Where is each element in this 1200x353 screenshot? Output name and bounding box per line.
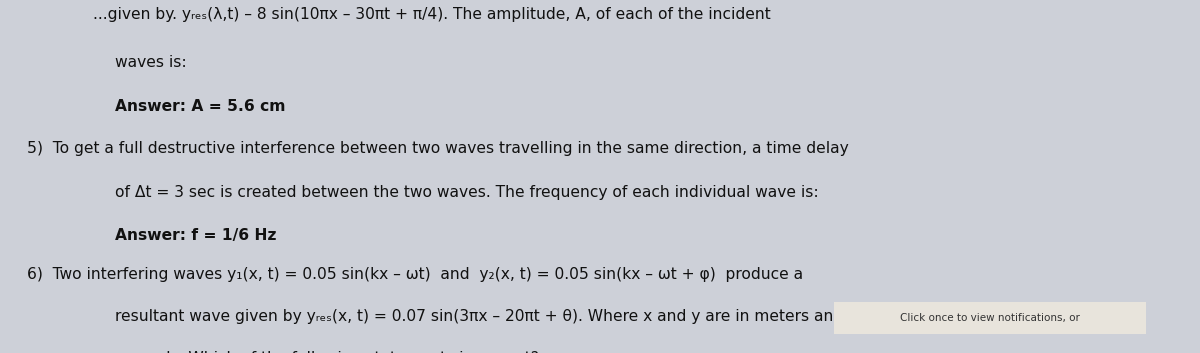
Text: resultant wave given by yᵣₑₛ(x, t) = 0.07 sin(3πx – 20πt + θ). Where x and y are: resultant wave given by yᵣₑₛ(x, t) = 0.0… bbox=[115, 309, 890, 324]
Text: seconds. Which of the following statements is correct?: seconds. Which of the following statemen… bbox=[115, 351, 539, 353]
Text: Answer: f = 1/6 Hz: Answer: f = 1/6 Hz bbox=[115, 228, 276, 243]
Text: Answer: A = 5.6 cm: Answer: A = 5.6 cm bbox=[115, 99, 286, 114]
Text: 6)  Two interfering waves y₁(x, t) = 0.05 sin(kx – ωt)  and  y₂(x, t) = 0.05 sin: 6) Two interfering waves y₁(x, t) = 0.05… bbox=[28, 267, 804, 281]
Text: 5)  To get a full destructive interference between two waves travelling in the s: 5) To get a full destructive interferenc… bbox=[28, 141, 850, 156]
Text: Click once to view notifications, or: Click once to view notifications, or bbox=[900, 313, 1080, 323]
Text: of Δt = 3 sec is created between the two waves. The frequency of each individual: of Δt = 3 sec is created between the two… bbox=[115, 185, 818, 200]
Text: waves is:: waves is: bbox=[115, 55, 186, 70]
Text: ...given by. yᵣₑₛ(λ,t) – 8 sin(10πx – 30πt + π/4). The amplitude, A, of each of : ...given by. yᵣₑₛ(λ,t) – 8 sin(10πx – 30… bbox=[92, 7, 770, 22]
